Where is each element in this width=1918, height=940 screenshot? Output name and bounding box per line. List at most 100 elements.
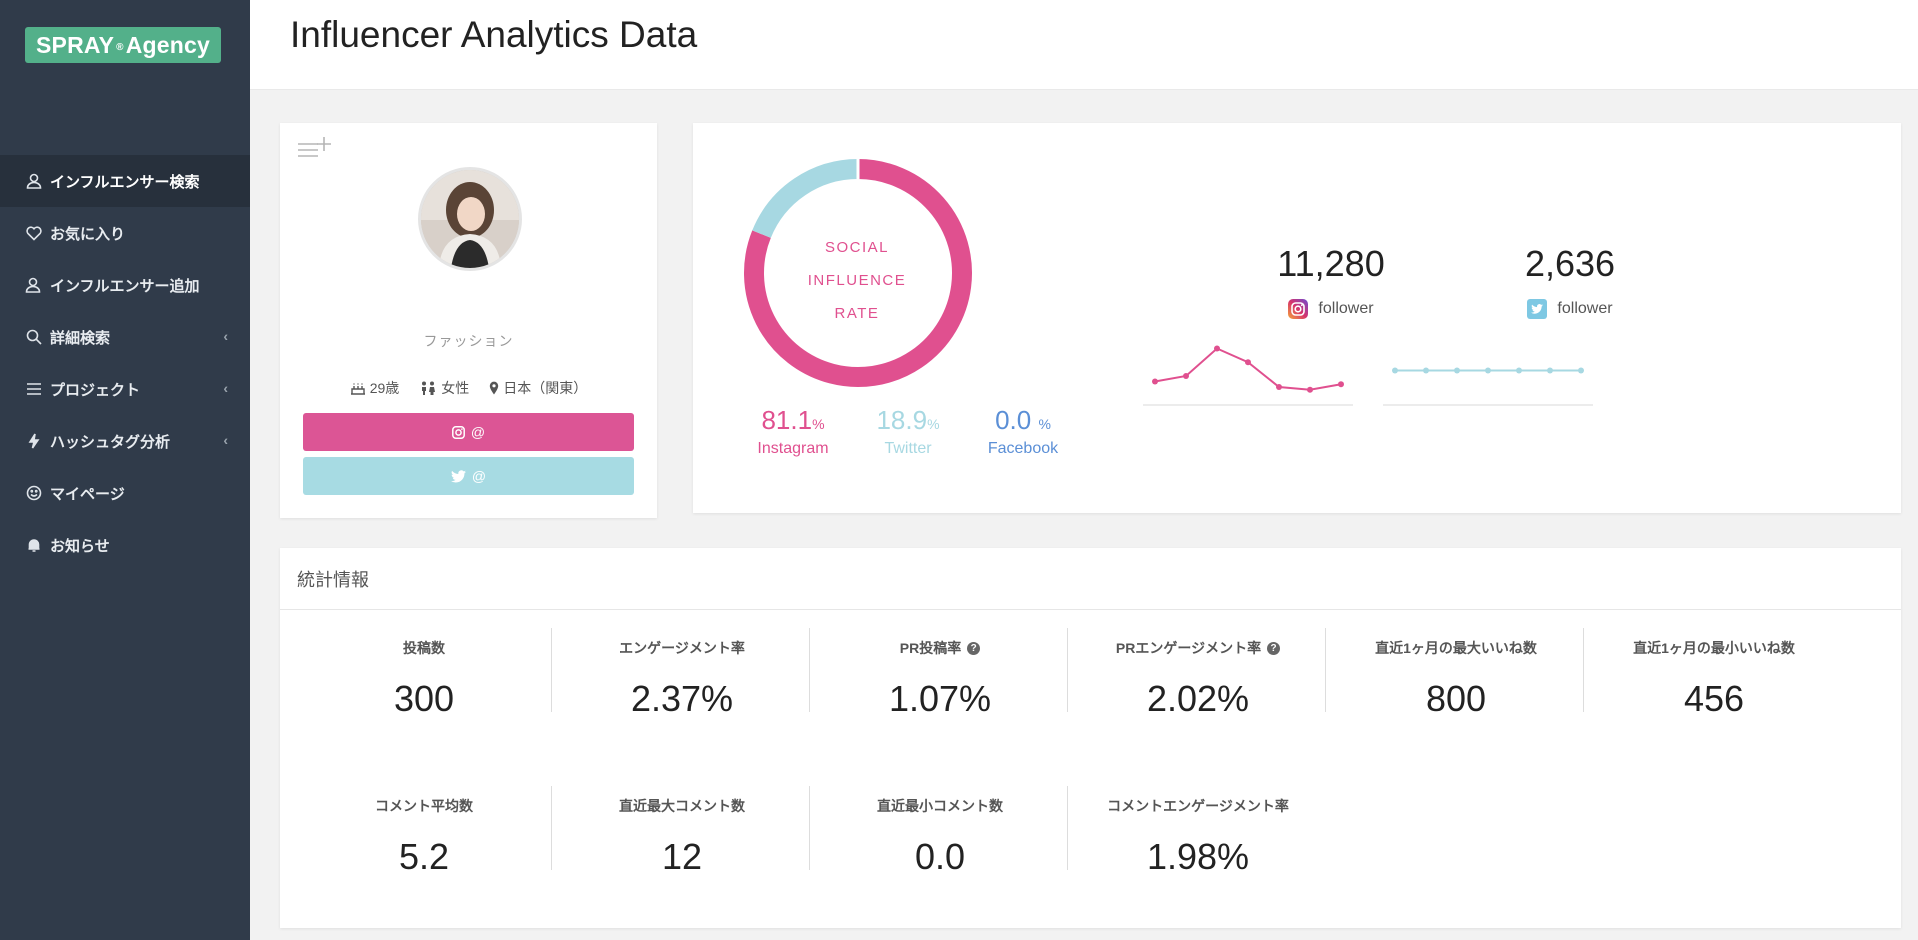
stat-label: PR投稿率? [900,638,981,658]
instagram-trend-point [1183,373,1189,379]
stat-divider [551,786,552,870]
sidebar-item-label: マイページ [50,485,125,503]
instagram-profile-button[interactable]: @ [303,413,634,451]
gender-info: 女性 [419,378,469,398]
stat-label: 直近1ヶ月の最大いいね数 [1375,638,1537,658]
sidebar-item-label: お知らせ [50,537,110,555]
share-number: 0.0 [995,405,1032,435]
stat-item: 直近最大コメント数 12 [553,796,811,878]
stat-item: 直近最小コメント数 0.0 [811,796,1069,878]
instagram-trend-point [1214,345,1220,352]
profile-card: ファッション 29歳 女性 日本（関東） @ @ [280,123,657,518]
sidebar-item-label: お気に入り [50,225,126,243]
twitter-icon [1527,299,1548,319]
sidebar-item-mypage[interactable]: マイページ [0,467,250,519]
follower-count: 11,280 [1277,243,1385,284]
donut-label-line: SOCIAL [824,239,890,256]
list-icon [24,379,44,399]
stat-item: PRエンゲージメント率? 2.02% [1069,638,1327,720]
bell-icon [24,535,44,555]
sidebar-item-hashtag-analysis[interactable]: ハッシュタグ分析 ‹ [0,415,250,467]
twitter-icon [450,469,466,482]
stat-item: エンゲージメント率 2.37% [553,638,811,720]
sidebar-item-projects[interactable]: プロジェクト ‹ [0,363,250,415]
share-value: 18.9% [853,405,963,436]
help-icon[interactable]: ? [1267,641,1281,655]
map-pin-icon [490,381,499,395]
twitter-trend-point [1454,367,1460,374]
stat-value: 1.98% [1146,836,1250,877]
sidebar-item-notifications[interactable]: お知らせ [0,519,250,571]
twitter-handle: @ [471,468,487,484]
location-text: 日本（関東） [503,380,588,396]
instagram-icon [451,425,465,439]
stat-label: 直近最小コメント数 [877,796,1003,816]
share-unit: % [1038,416,1051,432]
stat-divider [1067,628,1068,712]
heart-icon [24,223,44,243]
share-label: Facebook [987,440,1059,457]
stat-label-text: 直近最大コメント数 [619,798,745,814]
share-label: Twitter [884,440,932,457]
chevron-left-icon: ‹ [223,380,228,396]
stat-divider [1325,628,1326,712]
stat-value: 12 [661,836,703,877]
stats-title: 統計情報 [280,548,1901,610]
stat-value: 456 [1683,678,1745,719]
donut-slice-instagram [744,159,972,387]
stat-label: PRエンゲージメント率? [1116,638,1281,658]
twitter-profile-button[interactable]: @ [303,457,634,495]
share-value: 81.1% [738,405,848,436]
stat-value: 800 [1425,678,1487,719]
logo[interactable]: SPRAY ® Agency [25,27,221,63]
user-add-icon [24,275,44,295]
follower-label: follower [1490,299,1650,319]
stat-label-text: 直近最小コメント数 [877,798,1003,814]
twitter-followers: 2,636 follower [1490,243,1650,319]
share-value: 0.0 % [968,405,1078,436]
sidebar-item-label: ハッシュタグ分析 [50,433,171,451]
sidebar-item-label: プロジェクト [50,381,141,399]
statistics-card: 統計情報 投稿数 300 エンゲージメント率 2.37% PR投稿率? 1.07% PRエン… [280,548,1901,928]
user-icon [24,171,44,191]
share-unit: % [812,416,825,432]
donut-center-label: SOCIAL INFLUENCE RATE [777,231,937,330]
twitter-trend-point [1423,367,1429,374]
people-icon [422,381,436,395]
stat-divider [1583,628,1584,712]
stat-label: 投稿数 [403,638,445,658]
sidebar-item-advanced-search[interactable]: 詳細検索 ‹ [0,311,250,363]
instagram-followers: 11,280 follower [1251,243,1411,319]
stat-divider [1067,786,1068,870]
stat-item: 直近1ヶ月の最大いいね数 800 [1327,638,1585,720]
stat-label-text: エンゲージメント率 [619,640,745,656]
instagram-trend-point [1307,386,1313,393]
help-icon[interactable]: ? [967,641,981,655]
stat-label-text: 直近1ヶ月の最大いいね数 [1375,640,1537,656]
stat-label-text: 投稿数 [403,640,445,656]
stat-label: 直近1ヶ月の最小いいね数 [1633,638,1795,658]
stat-label: 直近最大コメント数 [619,796,745,816]
chevron-left-icon: ‹ [223,328,228,344]
follower-text: follower [1318,300,1374,317]
donut-label-line: RATE [834,305,880,322]
sidebar-item-add-influencer[interactable]: インフルエンサー追加 [0,259,250,311]
logo-text-right: Agency [125,31,210,58]
chevron-left-icon: ‹ [223,432,228,448]
bolt-icon [24,431,44,451]
stat-value: 0.0 [914,836,966,877]
logo-text-left: SPRAY [35,31,115,58]
instagram-trend-point [1152,378,1158,385]
twitter-trend-point [1392,367,1398,374]
stat-label-text: コメントエンゲージメント率 [1107,798,1289,814]
sidebar-item-favorites[interactable]: お気に入り [0,207,250,259]
add-to-list-icon[interactable] [296,135,334,163]
sidebar-item-influencer-search[interactable]: インフルエンサー検索 [0,155,250,207]
stat-item: PR投稿率? 1.07% [811,638,1069,720]
stat-item: 投稿数 300 [295,638,553,720]
social-influence-card: SOCIAL INFLUENCE RATE 81.1% Instagram 18… [693,123,1901,513]
sidebar-nav: インフルエンサー検索 お気に入り インフルエンサー追加 詳細検索 ‹ プロジェク… [0,155,250,571]
twitter-share: 18.9% Twitter [853,405,963,458]
instagram-trend-point [1245,359,1251,366]
gender-text: 女性 [441,380,470,396]
